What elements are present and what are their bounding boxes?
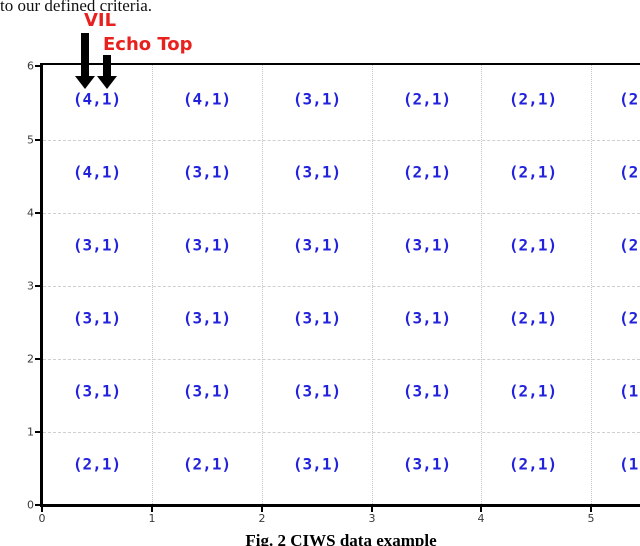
grid-cell: (2,1) (508, 162, 558, 182)
grid-cell: (4,1) (72, 89, 122, 109)
axis-spine-bottom (40, 504, 640, 507)
x-tick-label: 1 (148, 512, 156, 525)
echo-top-arrow-shaft (103, 55, 111, 77)
grid-cell: (2 (619, 89, 639, 109)
grid-cell: (1 (619, 454, 639, 474)
y-tick-label: 1 (27, 425, 34, 439)
grid-cell: (3,1) (72, 235, 122, 255)
y-tick-label: 4 (27, 206, 34, 220)
grid-cell: (3,1) (402, 381, 452, 401)
x-tick (41, 507, 43, 512)
vil-arrowhead-icon (75, 76, 95, 89)
grid-cell: (3,1) (402, 454, 452, 474)
gridline-horizontal (43, 432, 640, 433)
y-tick-label: 3 (27, 279, 34, 293)
y-tick (35, 504, 40, 506)
echo-top-label: Echo Top (103, 34, 193, 55)
grid-cell: (3,1) (182, 381, 232, 401)
y-tick (35, 65, 40, 67)
grid-cell: (2,1) (182, 454, 232, 474)
echo-top-arrowhead-icon (97, 76, 117, 89)
y-tick (35, 212, 40, 214)
x-tick-label: 3 (368, 512, 376, 525)
grid-cell: (4,1) (72, 162, 122, 182)
paper-body-text: to our defined criteria. (0, 0, 152, 15)
grid-cell: (2,1) (402, 89, 452, 109)
grid-cell: (2,1) (402, 162, 452, 182)
vil-arrow-shaft (81, 33, 89, 77)
grid-cell: (2 (619, 235, 639, 255)
gridline-horizontal (43, 213, 640, 214)
grid-cell: (3,1) (292, 235, 342, 255)
y-tick-label: 6 (27, 59, 34, 73)
grid-cell: (1 (619, 381, 639, 401)
y-tick (35, 431, 40, 433)
x-tick (480, 507, 482, 512)
figure-caption: Fig. 2 CIWS data example (245, 531, 437, 546)
grid-cell: (2 (619, 308, 639, 328)
grid-cell: (2,1) (508, 381, 558, 401)
gridline-horizontal (43, 359, 640, 360)
vil-label: VIL (84, 10, 117, 31)
grid-cell: (3,1) (72, 381, 122, 401)
x-tick (261, 507, 263, 512)
grid-cell: (3,1) (292, 454, 342, 474)
grid-cell: (3,1) (72, 308, 122, 328)
gridline-vertical (481, 65, 482, 504)
grid-cell: (3,1) (292, 162, 342, 182)
grid-cell: (3,1) (182, 235, 232, 255)
gridline-vertical (152, 65, 153, 504)
y-tick-label: 0 (27, 498, 34, 512)
grid-cell: (2,1) (508, 235, 558, 255)
grid-cell: (2,1) (508, 454, 558, 474)
grid-cell: (2,1) (508, 89, 558, 109)
axis-spine-left (40, 63, 43, 507)
gridline-horizontal (43, 140, 640, 141)
x-tick-label: 4 (477, 512, 485, 525)
x-tick (151, 507, 153, 512)
y-tick (35, 285, 40, 287)
gridline-vertical (372, 65, 373, 504)
axis-spine-top (40, 63, 640, 65)
x-tick (371, 507, 373, 512)
y-tick (35, 139, 40, 141)
grid-cell: (3,1) (402, 308, 452, 328)
grid-cell: (3,1) (402, 235, 452, 255)
grid-cell: (2,1) (508, 308, 558, 328)
x-tick (590, 507, 592, 512)
grid-cell: (3,1) (182, 308, 232, 328)
y-tick (35, 358, 40, 360)
grid-cell: (3,1) (292, 381, 342, 401)
gridline-horizontal (43, 286, 640, 287)
y-tick-label: 2 (27, 352, 34, 366)
gridline-vertical (591, 65, 592, 504)
x-tick-label: 2 (258, 512, 266, 525)
grid-cell: (2,1) (72, 454, 122, 474)
y-tick-label: 5 (27, 133, 34, 147)
gridline-vertical (262, 65, 263, 504)
x-tick-label: 0 (38, 512, 46, 525)
grid-cell: (2 (619, 162, 639, 182)
grid-cell: (3,1) (292, 308, 342, 328)
grid-cell: (4,1) (182, 89, 232, 109)
x-tick-label: 5 (587, 512, 595, 525)
grid-cell: (3,1) (182, 162, 232, 182)
grid-cell: (3,1) (292, 89, 342, 109)
